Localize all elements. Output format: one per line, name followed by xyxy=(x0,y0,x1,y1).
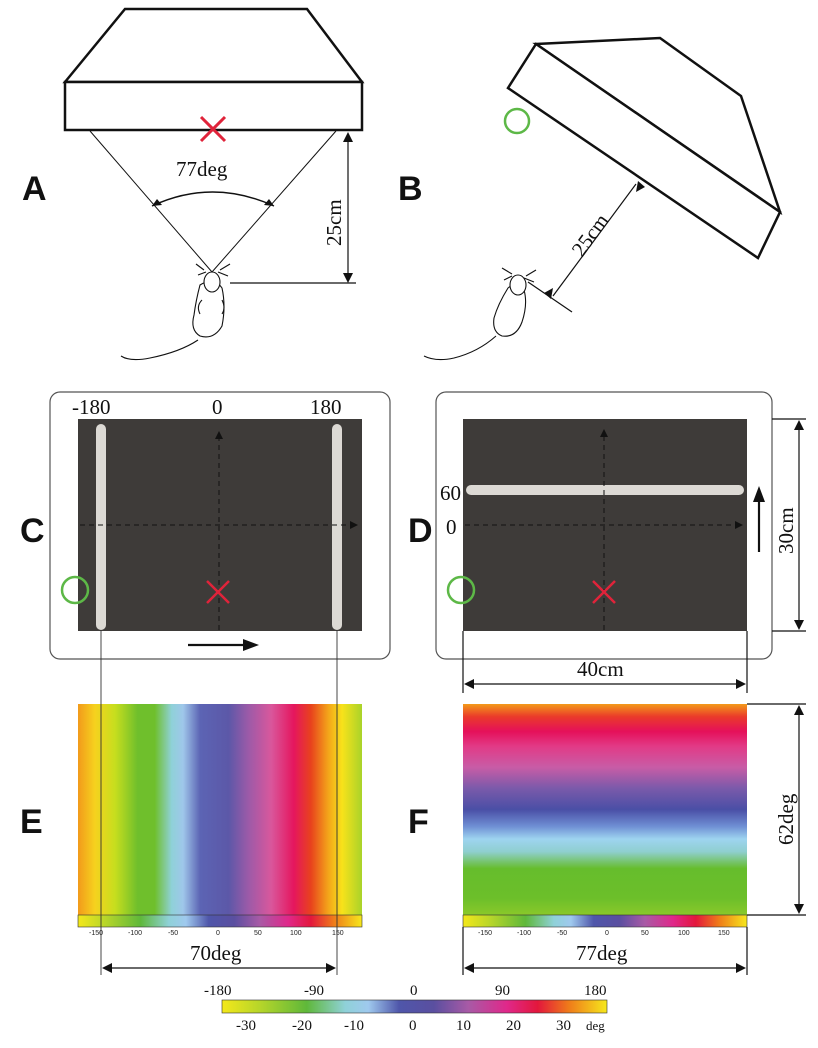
azimuth-bar-e xyxy=(77,914,363,928)
colorbar-top-tick-0: -180 xyxy=(204,983,232,999)
axes-d xyxy=(465,429,743,630)
panel-a: A 77deg 25cm xyxy=(22,7,365,361)
tick-d-60: 60 xyxy=(440,481,461,505)
distance-arrow-b xyxy=(527,181,645,313)
cross-marker-d xyxy=(592,580,616,604)
bar-tick-f-0: -150 xyxy=(478,930,492,937)
tick-c-center: 0 xyxy=(212,395,223,419)
elevation-map-f xyxy=(463,704,747,915)
colorbar-top-tick-4: 180 xyxy=(584,983,607,999)
colorbar-bottom-tick-2: -10 xyxy=(344,1018,364,1034)
panel-c-letter: C xyxy=(20,512,45,550)
height-label-d: 30cm xyxy=(774,507,798,554)
bar-tick-e-6: 150 xyxy=(332,930,344,937)
width-label-f: 77deg xyxy=(576,941,628,965)
bar-tick-e-0: -150 xyxy=(89,930,103,937)
motion-arrow-d xyxy=(753,486,765,552)
panel-e: E -150 -100 -50 0 50 100 150 70deg xyxy=(20,630,363,975)
axes-c xyxy=(80,431,358,630)
vertical-bar-left-c xyxy=(96,424,106,630)
height-label-f: 62deg xyxy=(774,793,798,845)
circle-marker-b xyxy=(503,107,531,135)
mouse-icon-b xyxy=(423,267,537,361)
width-label-e: 70deg xyxy=(190,941,242,965)
height-arrow-f xyxy=(747,703,806,916)
distance-label-a: 25cm xyxy=(322,199,346,246)
colorbar-bottom-tick-3: 0 xyxy=(409,1018,417,1034)
colorbar-top-tick-2: 0 xyxy=(410,983,418,999)
cross-marker-c xyxy=(206,580,230,604)
width-arrow-f xyxy=(462,927,748,975)
screen-top-view-a xyxy=(62,7,365,132)
screen-top-view-b xyxy=(506,36,783,260)
circle-marker-c xyxy=(60,575,90,605)
width-arrow-e xyxy=(102,963,336,973)
mouse-icon-a xyxy=(120,263,231,361)
bar-tick-f-4: 50 xyxy=(641,930,649,937)
panel-d: D 60 0 30cm xyxy=(408,391,806,693)
bar-tick-e-3: 0 xyxy=(216,930,220,937)
bar-tick-e-1: -100 xyxy=(128,930,142,937)
cross-marker-a xyxy=(199,115,227,143)
tick-c-left: -180 xyxy=(72,395,111,419)
elevation-bar-f xyxy=(462,914,748,928)
panel-b-letter: B xyxy=(398,170,423,208)
colorbar-bottom-tick-6: 30 xyxy=(556,1018,571,1034)
colorbar-bottom-ticks: -30 -20 -10 0 10 20 30 deg xyxy=(236,1018,605,1034)
bar-ticks-f: -150 -100 -50 0 50 100 150 xyxy=(478,930,730,937)
colorbar-unit: deg xyxy=(586,1018,605,1033)
bar-tick-f-6: 150 xyxy=(718,930,730,937)
width-label-d: 40cm xyxy=(577,657,624,681)
bar-tick-f-5: 100 xyxy=(678,930,690,937)
width-arrow-d xyxy=(462,631,748,693)
height-arrow-d xyxy=(772,418,806,632)
bar-tick-e-2: -50 xyxy=(168,930,178,937)
panel-a-letter: A xyxy=(22,170,47,208)
panel-f: F -150 -100 -50 0 50 100 150 62deg 77deg xyxy=(408,703,806,975)
bar-tick-e-5: 100 xyxy=(290,930,302,937)
bar-tick-e-4: 50 xyxy=(254,930,262,937)
azimuth-map-e xyxy=(78,704,362,915)
bar-ticks-e: -150 -100 -50 0 50 100 150 xyxy=(89,930,344,937)
panel-b: B 25cm xyxy=(398,36,783,361)
panel-d-letter: D xyxy=(408,512,433,550)
view-angle-label-a: 77deg xyxy=(176,157,228,181)
colorbar-top-tick-3: 90 xyxy=(495,983,510,999)
tick-c-right: 180 xyxy=(310,395,342,419)
motion-arrow-c xyxy=(188,639,259,651)
distance-label-b: 25cm xyxy=(567,209,614,261)
colorbar-top-tick-1: -90 xyxy=(304,983,324,999)
panel-f-letter: F xyxy=(408,803,429,841)
circle-marker-d xyxy=(446,575,476,605)
vertical-bar-right-c xyxy=(332,424,342,630)
colorbar: -180 -90 0 90 180 -30 -20 -10 0 10 20 30… xyxy=(204,983,608,1034)
panel-c: C -180 0 180 xyxy=(20,391,391,660)
bar-tick-f-3: 0 xyxy=(605,930,609,937)
projection-lines-ce xyxy=(100,630,338,975)
view-lines-a xyxy=(89,130,337,273)
colorbar-bottom-tick-5: 20 xyxy=(506,1018,521,1034)
panel-e-letter: E xyxy=(20,803,43,841)
colorbar-top-ticks: -180 -90 0 90 180 xyxy=(204,983,607,999)
colorbar-strip xyxy=(221,999,608,1014)
bar-tick-f-1: -100 xyxy=(517,930,531,937)
horizontal-bar-d xyxy=(466,485,744,495)
tick-d-0: 0 xyxy=(446,515,457,539)
distance-arrow-a xyxy=(230,132,356,284)
bar-tick-f-2: -50 xyxy=(557,930,567,937)
colorbar-bottom-tick-0: -30 xyxy=(236,1018,256,1034)
colorbar-bottom-tick-4: 10 xyxy=(456,1018,471,1034)
colorbar-bottom-tick-1: -20 xyxy=(292,1018,312,1034)
